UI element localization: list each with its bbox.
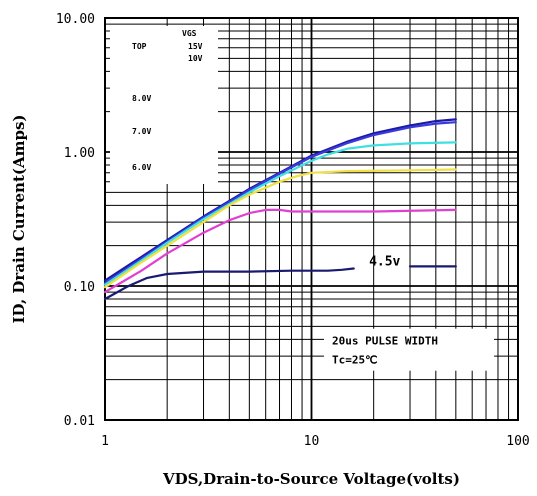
- legend: VGS TOP 15V 10V 8.0V 7.0V 6.0V: [110, 26, 218, 184]
- legend-entry: 6.0V: [132, 163, 151, 172]
- x-tick-label: 10: [304, 434, 320, 449]
- series-line-10v: [103, 121, 457, 285]
- series-line-6-0v: [103, 208, 457, 294]
- series-line-4-5v: [103, 267, 355, 301]
- x-tick-label: 1: [101, 434, 109, 449]
- legend-entry: 8.0V: [132, 94, 151, 103]
- x-axis-title: VDS,Drain-to-Source Voltage(volts): [162, 470, 460, 488]
- series-label-4-5v: 4.5v: [369, 254, 400, 269]
- annotation-box: 20us PULSE WIDTH Tc=25℃: [324, 328, 495, 371]
- annotation-pulse-width: 20us PULSE WIDTH: [332, 335, 438, 348]
- annotation-background: [324, 328, 495, 371]
- legend-header: VGS: [182, 29, 197, 38]
- y-tick-label: 10.00: [56, 12, 95, 27]
- x-tick-label: 100: [506, 434, 529, 449]
- series-line-8-0v: [103, 141, 457, 286]
- y-tick-label: 0.01: [64, 414, 95, 429]
- legend-entry: 7.0V: [132, 127, 151, 136]
- series-line-7-0v: [103, 168, 457, 289]
- legend-top-label: TOP: [132, 42, 147, 51]
- legend-background: [110, 26, 218, 184]
- tick-labels: 1 10 100 0.01 0.10 1.00 10.00: [56, 12, 530, 449]
- legend-entry: 10V: [188, 54, 203, 63]
- y-tick-label: 1.00: [64, 146, 95, 161]
- series-lines: [103, 118, 457, 301]
- legend-entry: 15V: [188, 42, 203, 51]
- y-tick-label: 0.10: [64, 280, 95, 295]
- y-axis-title: ID, Drain Current(Amps): [10, 114, 28, 323]
- annotation-temperature: Tc=25℃: [332, 354, 377, 367]
